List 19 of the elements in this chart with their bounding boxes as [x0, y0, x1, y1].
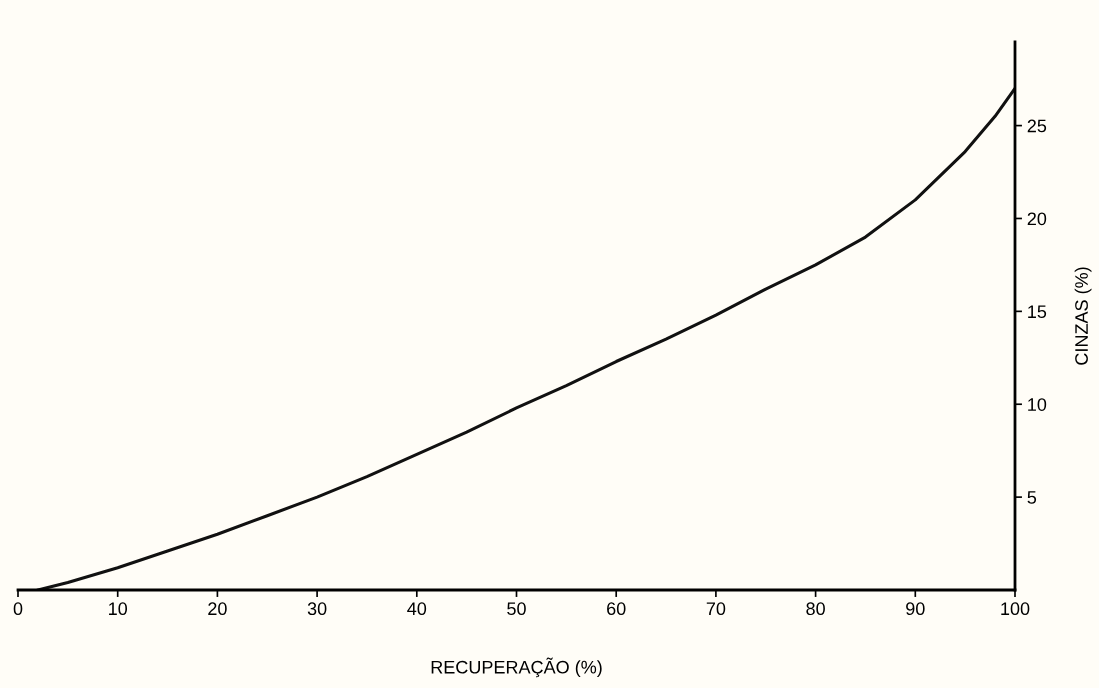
y-tick-label: 10 [1028, 398, 1047, 411]
y-tick-label: 20 [1027, 212, 1047, 226]
x-tick-label: 10 [109, 602, 128, 616]
x-tick-label: 60 [607, 602, 626, 616]
x-tick-label: 50 [507, 602, 526, 616]
x-tick-label: 80 [806, 602, 825, 616]
x-tick-label: 40 [407, 602, 427, 616]
y-tick-label: 5 [1027, 491, 1037, 504]
x-tick-label: 70 [706, 602, 726, 616]
x-tick-label: 90 [906, 602, 925, 616]
y-tick-label: 25 [1027, 119, 1047, 133]
x-axis-title: RECUPERAÇÃO (%) [431, 657, 602, 678]
y-tick-label: 15 [1028, 305, 1047, 319]
x-tick-label: 20 [208, 602, 227, 616]
line-series [36, 86, 1015, 590]
x-tick-label: 0 [13, 602, 23, 616]
y-axis-title: CINZAS (%) [1074, 267, 1092, 365]
x-tick-label: 100 [1001, 602, 1030, 616]
x-tick-label: 30 [307, 602, 327, 616]
